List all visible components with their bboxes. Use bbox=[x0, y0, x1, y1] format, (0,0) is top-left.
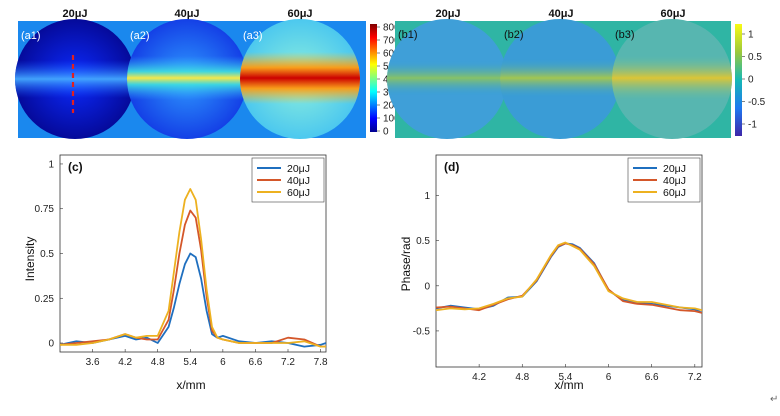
phase-band-b1 bbox=[387, 60, 507, 96]
y-tick-label: -0.5 bbox=[413, 326, 431, 337]
label-a1: (a1) bbox=[21, 30, 41, 42]
x-tick-label: 6.6 bbox=[645, 372, 659, 383]
plot-d-series bbox=[436, 241, 702, 314]
label-a2: (a2) bbox=[130, 30, 150, 42]
x-tick-label: 6 bbox=[220, 357, 226, 368]
x-tick-label: 4.2 bbox=[118, 357, 132, 368]
series-line-60μJ bbox=[436, 241, 702, 312]
legend-label: 40μJ bbox=[287, 175, 310, 187]
colorbar-tick-label: 200 bbox=[383, 101, 400, 112]
x-tick-label: 5.4 bbox=[558, 372, 572, 383]
title-a3: 60μJ bbox=[287, 8, 312, 20]
corner-return-mark: ↵ bbox=[770, 394, 778, 405]
plot-c-xlabel: x/mm bbox=[176, 378, 205, 392]
label-b1: (b1) bbox=[398, 29, 418, 41]
title-b1: 20μJ bbox=[435, 8, 460, 20]
colorbar-tick-label: -0.5 bbox=[748, 97, 766, 108]
x-tick-label: 6.6 bbox=[248, 357, 262, 368]
label-b3: (b3) bbox=[615, 29, 635, 41]
plot-d-label: (d) bbox=[444, 160, 459, 174]
title-b2: 40μJ bbox=[548, 8, 573, 20]
x-tick-label: 4.2 bbox=[472, 372, 486, 383]
plot-c-series bbox=[60, 188, 326, 348]
label-b2: (b2) bbox=[504, 29, 524, 41]
x-tick-label: 3.6 bbox=[86, 357, 100, 368]
legend-label: 60μJ bbox=[287, 187, 310, 199]
phase-colorbar bbox=[735, 24, 742, 136]
colorbar-tick-label: 100 bbox=[383, 114, 400, 125]
legend-label: 60μJ bbox=[663, 187, 686, 199]
plot-c: 3.6 4.2 4.8 5.4 6 6.6 7.2 7.800.250.50.751 (c) … bbox=[23, 154, 328, 392]
x-tick-label: 7.2 bbox=[281, 357, 295, 368]
plot-c-label: (c) bbox=[68, 160, 83, 174]
intensity-colorbar bbox=[370, 24, 377, 132]
phase-band-b2 bbox=[500, 58, 620, 98]
title-a2: 40μJ bbox=[174, 8, 199, 20]
y-tick-label: 0.25 bbox=[35, 294, 55, 305]
x-tick-label: 4.8 bbox=[151, 357, 165, 368]
x-tick-label: 5.4 bbox=[183, 357, 197, 368]
colorbar-tick-label: 0 bbox=[383, 127, 389, 138]
series-line-60μJ bbox=[60, 188, 326, 348]
y-tick-label: 0 bbox=[424, 281, 430, 292]
x-tick-label: 4.8 bbox=[515, 372, 529, 383]
label-a3: (a3) bbox=[243, 30, 263, 42]
y-tick-label: 0.75 bbox=[35, 204, 55, 215]
y-tick-label: 1 bbox=[48, 159, 54, 170]
y-tick-label: 0.5 bbox=[416, 236, 430, 247]
title-b3: 60μJ bbox=[660, 8, 685, 20]
plot-d: 4.2 4.8 5.4 6 6.6 7.2 -0.5 0 0.5 1 (d) x/mm Phase… bbox=[399, 154, 703, 392]
legend-label: 20μJ bbox=[287, 163, 310, 175]
y-tick-label: 0.5 bbox=[40, 249, 54, 260]
plot-d-ylabel: Phase/rad bbox=[399, 237, 413, 292]
x-tick-label: 6 bbox=[606, 372, 612, 383]
plot-d-ticks: 4.2 4.8 5.4 6 6.6 7.2 -0.5 0 0.5 1 bbox=[413, 191, 702, 383]
legend-label: 20μJ bbox=[663, 163, 686, 175]
beam-band-a3 bbox=[240, 52, 360, 104]
intensity-maps: 20μJ 40μJ 60μJ (a1) (a2) (a3) 8007006005… bbox=[15, 8, 400, 139]
colorbar-tick-label: 0.5 bbox=[748, 52, 762, 63]
phase-band-b3 bbox=[612, 56, 732, 100]
y-tick-label: 1 bbox=[424, 191, 430, 202]
colorbar-tick-label: 600 bbox=[383, 49, 400, 60]
colorbar-tick-label: 800 bbox=[383, 23, 400, 34]
phase-maps: 20μJ 40μJ 60μJ (b1) (b2) (b3) 1 0.5 0 -0.5 -… bbox=[387, 8, 766, 139]
phase-colorbar-ticks: 1 0.5 0 -0.5 -1 bbox=[742, 30, 766, 131]
x-tick-label: 7.8 bbox=[314, 357, 328, 368]
plot-c-ticks: 3.6 4.2 4.8 5.4 6 6.6 7.2 7.8 0 0.25 0.5 0.75 1 bbox=[35, 159, 328, 368]
x-tick-label: 7.2 bbox=[688, 372, 702, 383]
plot-c-ylabel: Intensity bbox=[23, 237, 37, 282]
legend-label: 40μJ bbox=[663, 175, 686, 187]
colorbar-tick-label: 0 bbox=[748, 75, 754, 86]
y-tick-label: 0 bbox=[48, 339, 54, 350]
colorbar-tick-label: 1 bbox=[748, 30, 754, 41]
plot-d-xlabel: x/mm bbox=[554, 378, 583, 392]
beam-band-a2 bbox=[127, 56, 247, 100]
colorbar-tick-label: 700 bbox=[383, 36, 400, 47]
colorbar-tick-label: -1 bbox=[748, 120, 757, 131]
title-a1: 20μJ bbox=[62, 8, 87, 20]
series-line-20μJ bbox=[60, 252, 326, 348]
beam-band-a1 bbox=[15, 60, 135, 98]
